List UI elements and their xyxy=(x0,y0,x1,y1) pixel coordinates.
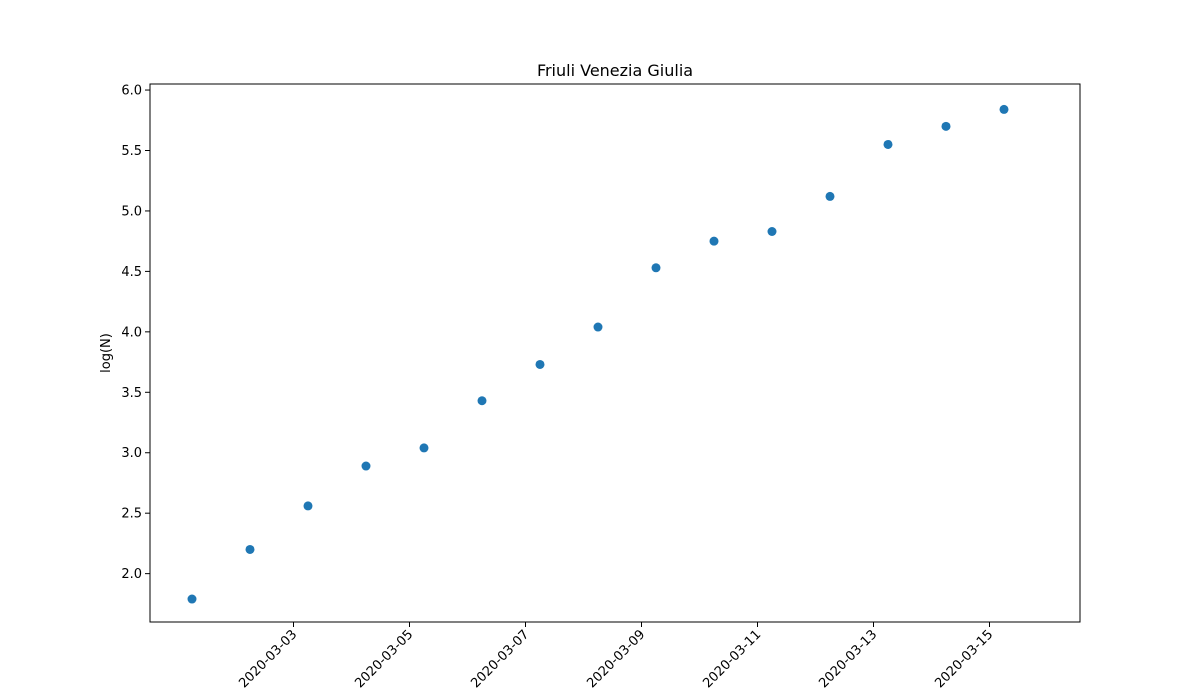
y-tick-label: 3.5 xyxy=(121,386,142,401)
y-tick-label: 3.0 xyxy=(121,446,142,461)
y-tick-label: 5.5 xyxy=(121,144,142,159)
data-point xyxy=(245,544,255,554)
x-tick-label: 2020-03-03 xyxy=(236,627,300,691)
data-point xyxy=(767,226,777,236)
x-tick-label: 2020-03-11 xyxy=(700,627,764,691)
data-point xyxy=(303,501,313,511)
x-tick-label: 2020-03-07 xyxy=(468,627,532,691)
data-point xyxy=(999,104,1009,114)
data-points xyxy=(187,104,1009,604)
data-point xyxy=(883,139,893,149)
y-tick-label: 2.5 xyxy=(121,507,142,522)
y-tick-label: 4.0 xyxy=(121,325,142,340)
y-tick-label: 6.0 xyxy=(121,84,142,99)
x-tick-label: 2020-03-13 xyxy=(816,627,880,691)
data-point xyxy=(651,263,661,273)
data-point xyxy=(825,191,835,201)
y-axis: 2.0 2.5 3.0 3.5 4.0 4.5 5.0 5.5 6.0 xyxy=(121,84,150,582)
x-axis: 2020-03-03 2020-03-05 2020-03-07 2020-03-09… xyxy=(236,622,996,691)
data-point xyxy=(361,461,371,471)
data-point xyxy=(419,443,429,453)
data-point xyxy=(593,322,603,332)
y-tick-label: 4.5 xyxy=(121,265,142,280)
x-tick-label: 2020-03-15 xyxy=(932,627,996,691)
data-point xyxy=(709,236,719,246)
data-point xyxy=(187,594,197,604)
data-point xyxy=(941,121,951,131)
x-tick-label: 2020-03-09 xyxy=(584,627,648,691)
plot-frame xyxy=(149,83,1081,623)
data-point xyxy=(535,359,545,369)
x-tick-label: 2020-03-05 xyxy=(352,627,416,691)
y-tick-label: 5.0 xyxy=(121,204,142,219)
data-point xyxy=(477,396,487,406)
y-tick-label: 2.0 xyxy=(121,567,142,582)
chart-title: Friuli Venezia Giulia xyxy=(537,61,693,80)
y-axis-label: log(N) xyxy=(99,333,114,373)
